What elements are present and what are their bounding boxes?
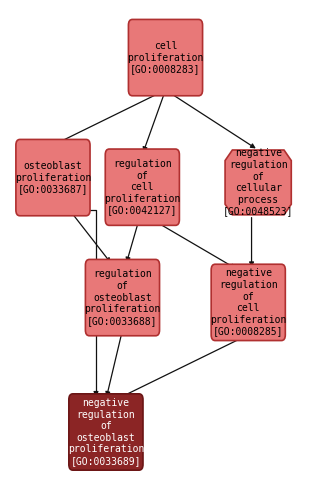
Text: negative
regulation
of
cell
proliferation
[GO:0008285]: negative regulation of cell proliferatio… — [210, 268, 286, 336]
Text: regulation
of
cell
proliferation
[GO:0042127]: regulation of cell proliferation [GO:004… — [104, 159, 180, 216]
FancyBboxPatch shape — [85, 259, 160, 336]
Text: regulation
of
osteoblast
proliferation
[GO:0033688]: regulation of osteoblast proliferation [… — [84, 269, 161, 326]
FancyBboxPatch shape — [105, 149, 179, 226]
Polygon shape — [225, 150, 291, 215]
Text: cell
proliferation
[GO:0008283]: cell proliferation [GO:0008283] — [127, 41, 204, 74]
FancyBboxPatch shape — [128, 19, 203, 96]
Text: negative
regulation
of
osteoblast
proliferation
[GO:0033689]: negative regulation of osteoblast prolif… — [68, 398, 144, 466]
Text: negative
regulation
of
cellular
process
[GO:0048523]: negative regulation of cellular process … — [223, 148, 293, 216]
Text: osteoblast
proliferation
[GO:0033687]: osteoblast proliferation [GO:0033687] — [15, 161, 91, 194]
FancyBboxPatch shape — [211, 264, 285, 341]
FancyBboxPatch shape — [69, 394, 143, 470]
FancyBboxPatch shape — [16, 139, 90, 216]
